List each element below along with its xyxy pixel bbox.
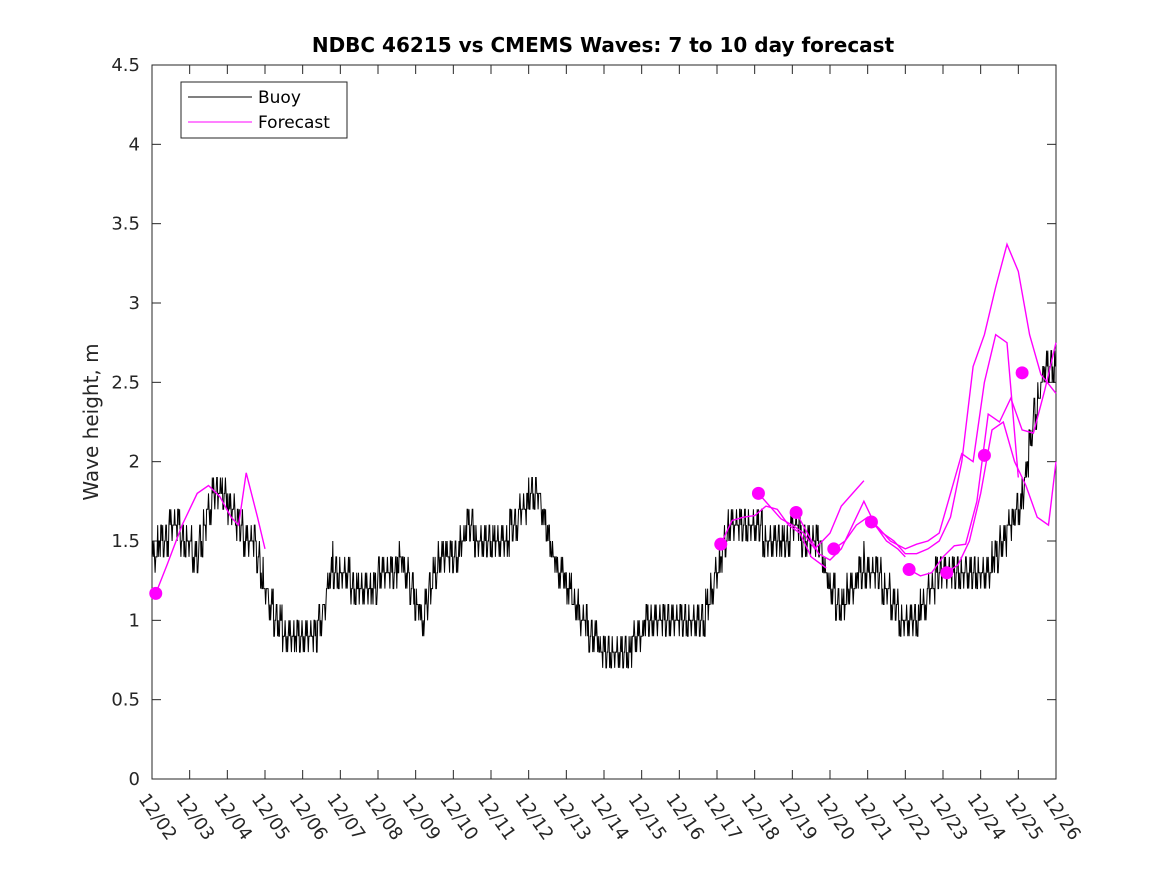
forecast-marker	[149, 586, 163, 600]
x-tick-label: 12/03	[172, 790, 219, 845]
x-tick-label: 12/08	[360, 790, 407, 845]
y-axis-ticks: 0 0.5 1 1.5 2 2.5 3 3.5 4 4.5	[111, 55, 1056, 790]
x-tick-label: 12/02	[134, 790, 181, 845]
y-tick-label: 1.5	[111, 531, 140, 552]
forecast-line	[757, 480, 865, 550]
forecast-line	[795, 499, 906, 561]
x-tick-label: 12/10	[435, 790, 482, 845]
y-tick-label: 2	[129, 452, 140, 473]
legend: Buoy Forecast	[180, 81, 348, 139]
legend-buoy-label: Buoy	[258, 88, 301, 108]
x-tick-label: 12/13	[548, 790, 595, 845]
buoy-series	[151, 350, 1056, 669]
x-tick-label: 12/24	[963, 790, 1010, 845]
buoy-line	[151, 350, 1056, 669]
plot-frame	[151, 64, 1057, 780]
forecast-line	[946, 420, 1057, 574]
x-tick-label: 12/04	[209, 790, 256, 845]
x-tick-label: 12/22	[887, 790, 934, 845]
forecast-marker	[902, 563, 916, 577]
y-tick-label: 3.5	[111, 214, 140, 235]
x-tick-label: 12/17	[699, 790, 746, 845]
legend-box	[180, 81, 348, 139]
x-axis-ticks: 12/0212/0312/0412/0512/0612/0712/0812/09…	[134, 65, 1085, 844]
chart-title: NDBC 46215 vs CMEMS Waves: 7 to 10 day f…	[312, 33, 895, 57]
x-tick-label: 12/14	[586, 790, 633, 845]
legend-forecast-label: Forecast	[258, 113, 330, 133]
forecast-line	[833, 333, 1019, 550]
y-tick-label: 0.5	[111, 690, 140, 711]
x-tick-label: 12/25	[1000, 790, 1047, 845]
x-tick-label: 12/06	[285, 790, 332, 845]
y-tick-label: 2.5	[111, 372, 140, 393]
forecast-line	[870, 242, 1057, 555]
x-tick-label: 12/09	[398, 790, 445, 845]
x-tick-label: 12/15	[624, 790, 671, 845]
forecast-marker	[827, 542, 841, 556]
x-tick-label: 12/26	[1038, 790, 1085, 845]
x-tick-label: 12/21	[850, 790, 897, 845]
forecast-marker	[977, 448, 991, 462]
y-tick-label: 4.5	[111, 55, 140, 76]
forecast-marker	[940, 566, 954, 580]
y-axis-label: Wave height, m	[79, 343, 103, 500]
forecast-line	[155, 472, 266, 594]
forecast-marker	[864, 515, 878, 529]
x-tick-label: 12/19	[774, 790, 821, 845]
forecast-marker	[789, 505, 803, 519]
x-tick-label: 12/18	[737, 790, 784, 845]
y-tick-label: 1	[129, 610, 140, 631]
x-tick-label: 12/16	[661, 790, 708, 845]
forecast-marker	[1015, 366, 1029, 380]
x-tick-label: 12/05	[247, 790, 294, 845]
forecast-series	[155, 242, 1057, 594]
x-tick-label: 12/12	[511, 790, 558, 845]
x-tick-label: 12/20	[812, 790, 859, 845]
x-tick-label: 12/11	[473, 790, 520, 845]
forecast-marker	[714, 537, 728, 551]
forecast-markers	[149, 366, 1029, 600]
y-tick-label: 3	[129, 293, 140, 314]
x-tick-label: 12/07	[322, 790, 369, 845]
x-tick-label: 12/23	[925, 790, 972, 845]
y-tick-label: 4	[129, 134, 140, 155]
forecast-marker	[751, 486, 765, 500]
y-tick-label: 0	[129, 769, 140, 790]
